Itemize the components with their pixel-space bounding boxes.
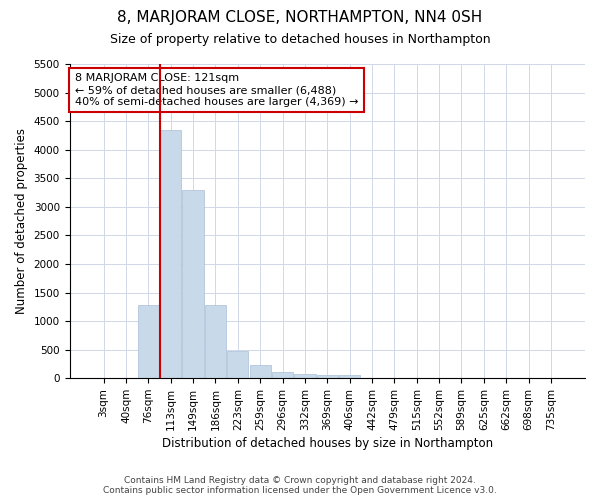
Bar (272, 372, 293, 378)
Text: Size of property relative to detached houses in Northampton: Size of property relative to detached ho… (110, 32, 490, 46)
Bar (339, 376, 360, 378)
Bar (205, 305, 226, 378)
Bar (227, 351, 248, 378)
Bar (250, 365, 271, 378)
Text: 8, MARJORAM CLOSE, NORTHAMPTON, NN4 0SH: 8, MARJORAM CLOSE, NORTHAMPTON, NN4 0SH (118, 10, 482, 25)
Y-axis label: Number of detached properties: Number of detached properties (15, 128, 28, 314)
Bar (137, 305, 159, 378)
Bar (182, 190, 203, 378)
Text: Contains HM Land Registry data © Crown copyright and database right 2024.
Contai: Contains HM Land Registry data © Crown c… (103, 476, 497, 495)
Bar (294, 374, 316, 378)
Text: 8 MARJORAM CLOSE: 121sqm
← 59% of detached houses are smaller (6,488)
40% of sem: 8 MARJORAM CLOSE: 121sqm ← 59% of detach… (74, 74, 358, 106)
Bar (160, 130, 181, 378)
Bar (317, 376, 338, 378)
X-axis label: Distribution of detached houses by size in Northampton: Distribution of detached houses by size … (162, 437, 493, 450)
